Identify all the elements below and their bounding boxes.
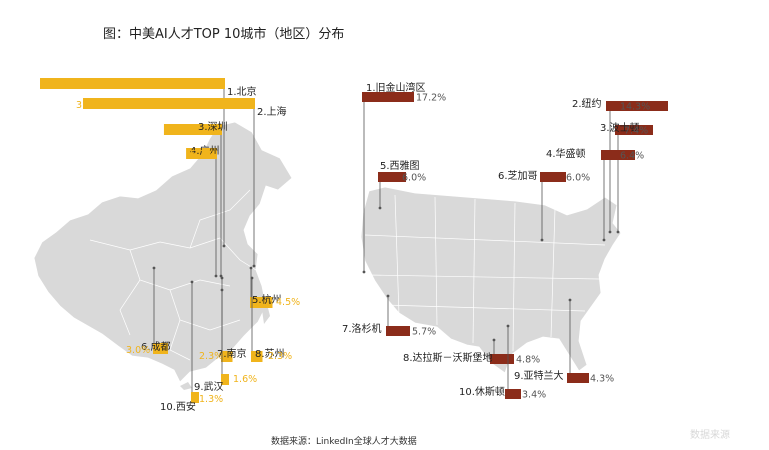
china-city-label: 7.南京 (217, 347, 247, 360)
usa-bar (540, 172, 566, 182)
china-bar (250, 297, 273, 308)
usa-city-label: 4.华盛顿 (546, 147, 586, 160)
usa-value-label: 14.3% (620, 102, 650, 113)
china-bar (221, 374, 229, 385)
china-leader-dot (222, 244, 226, 248)
usa-bar (386, 326, 410, 336)
usa-leader-dot (540, 238, 544, 242)
china-bar (40, 78, 225, 89)
taiwan-island (262, 304, 270, 324)
china-leader-dot (152, 266, 156, 270)
china-map-shape (33, 121, 293, 383)
china-city-label: 3.深圳 (198, 121, 228, 133)
usa-leader-dot (608, 230, 612, 234)
usa-city-label: 7.洛杉机 (342, 322, 382, 335)
china-value-label: 2.3% (268, 351, 292, 362)
china-value-label: 31.7% (76, 100, 106, 111)
usa-bar (378, 172, 406, 182)
usa-value-label: 4.3% (590, 374, 614, 385)
china-value-label: 5.7% (190, 149, 214, 160)
usa-city-label: 3.波士顿 (600, 121, 640, 134)
china-leader-dot (249, 266, 253, 270)
china-value-label: 1.6% (233, 374, 257, 385)
usa-city-label: 9.亚特兰大 (514, 369, 564, 382)
usa-city-label: 5.西雅图 (380, 159, 420, 172)
china-value-label: 1.3% (199, 394, 223, 405)
data-source-note: 数据来源：LinkedIn全球人才大数据 (271, 437, 417, 447)
usa-value-label: 4.8% (516, 355, 540, 366)
usa-city-label: 2.纽约 (572, 97, 602, 110)
usa-city-label: 1.旧金山湾区 (366, 81, 426, 94)
usa-leader-dot (602, 238, 606, 242)
china-leader-dot (220, 276, 224, 280)
usa-bar (567, 373, 589, 383)
china-leader-dot (252, 264, 256, 268)
usa-bar (505, 389, 521, 399)
usa-value-label: 3.4% (522, 390, 546, 401)
china-bar (153, 343, 168, 354)
china-city-label: 8.苏州 (255, 347, 285, 360)
china-bar (186, 148, 217, 159)
watermark: 数据来源 (690, 430, 730, 441)
usa-value-label: 6.0% (566, 173, 590, 184)
china-value-label: 3.0% (126, 345, 150, 356)
china-city-label: 4.广州 (190, 145, 220, 157)
usa-leader-dot (362, 270, 366, 274)
usa-city-label: 10.休斯顿 (459, 385, 505, 398)
usa-value-label: 5.7% (412, 327, 436, 338)
china-city-label: 1.北京 (227, 85, 257, 98)
usa-value-label: 7.4% (624, 126, 648, 137)
china-city-label: 5.杭州 (252, 293, 282, 306)
china-bar (221, 351, 233, 362)
usa-map-shape (360, 186, 622, 374)
usa-bar (601, 150, 635, 160)
china-bar (191, 392, 199, 403)
china-bar (251, 351, 263, 362)
usa-value-label: 6.0% (402, 173, 426, 184)
usa-bar (615, 125, 653, 135)
china-leader-dot (250, 276, 254, 280)
china-city-label: 2.上海 (257, 105, 287, 118)
usa-bar (490, 354, 514, 364)
usa-leader-dot (506, 324, 510, 328)
china-city-label: 6.成都 (141, 341, 171, 353)
china-value-label: 2.3% (199, 351, 223, 362)
usa-value-label: 6.4% (620, 151, 644, 162)
usa-city-label: 8.达拉斯－沃斯堡地 (403, 351, 493, 364)
usa-value-label: 17.2% (416, 93, 446, 104)
usa-leader-dot (616, 230, 620, 234)
hainan-island (180, 382, 192, 390)
usa-city-label: 6.芝加哥 (498, 169, 538, 182)
chart-title: 图：中美AI人才TOP 10城市（地区）分布 (103, 27, 345, 42)
usa-bar (606, 101, 668, 111)
china-bar (163, 124, 222, 135)
china-bar (83, 98, 255, 109)
usa-leader-dot (492, 338, 496, 342)
china-city-label: 9.武汉 (194, 380, 224, 393)
china-value-label: 4.5% (276, 297, 300, 308)
usa-leader-dot (386, 294, 390, 298)
usa-leader-dot (378, 206, 382, 210)
china-value-label: 10.7% (168, 124, 198, 135)
china-leader-dot (190, 280, 194, 284)
china-value-label: 34.1% (40, 80, 70, 91)
usa-bar (362, 92, 414, 102)
china-city-label: 10.西安 (160, 400, 196, 413)
china-leader-dot (214, 274, 218, 278)
china-leader-dot (220, 288, 224, 292)
usa-leader-dot (568, 298, 572, 302)
usa-map (360, 186, 622, 374)
